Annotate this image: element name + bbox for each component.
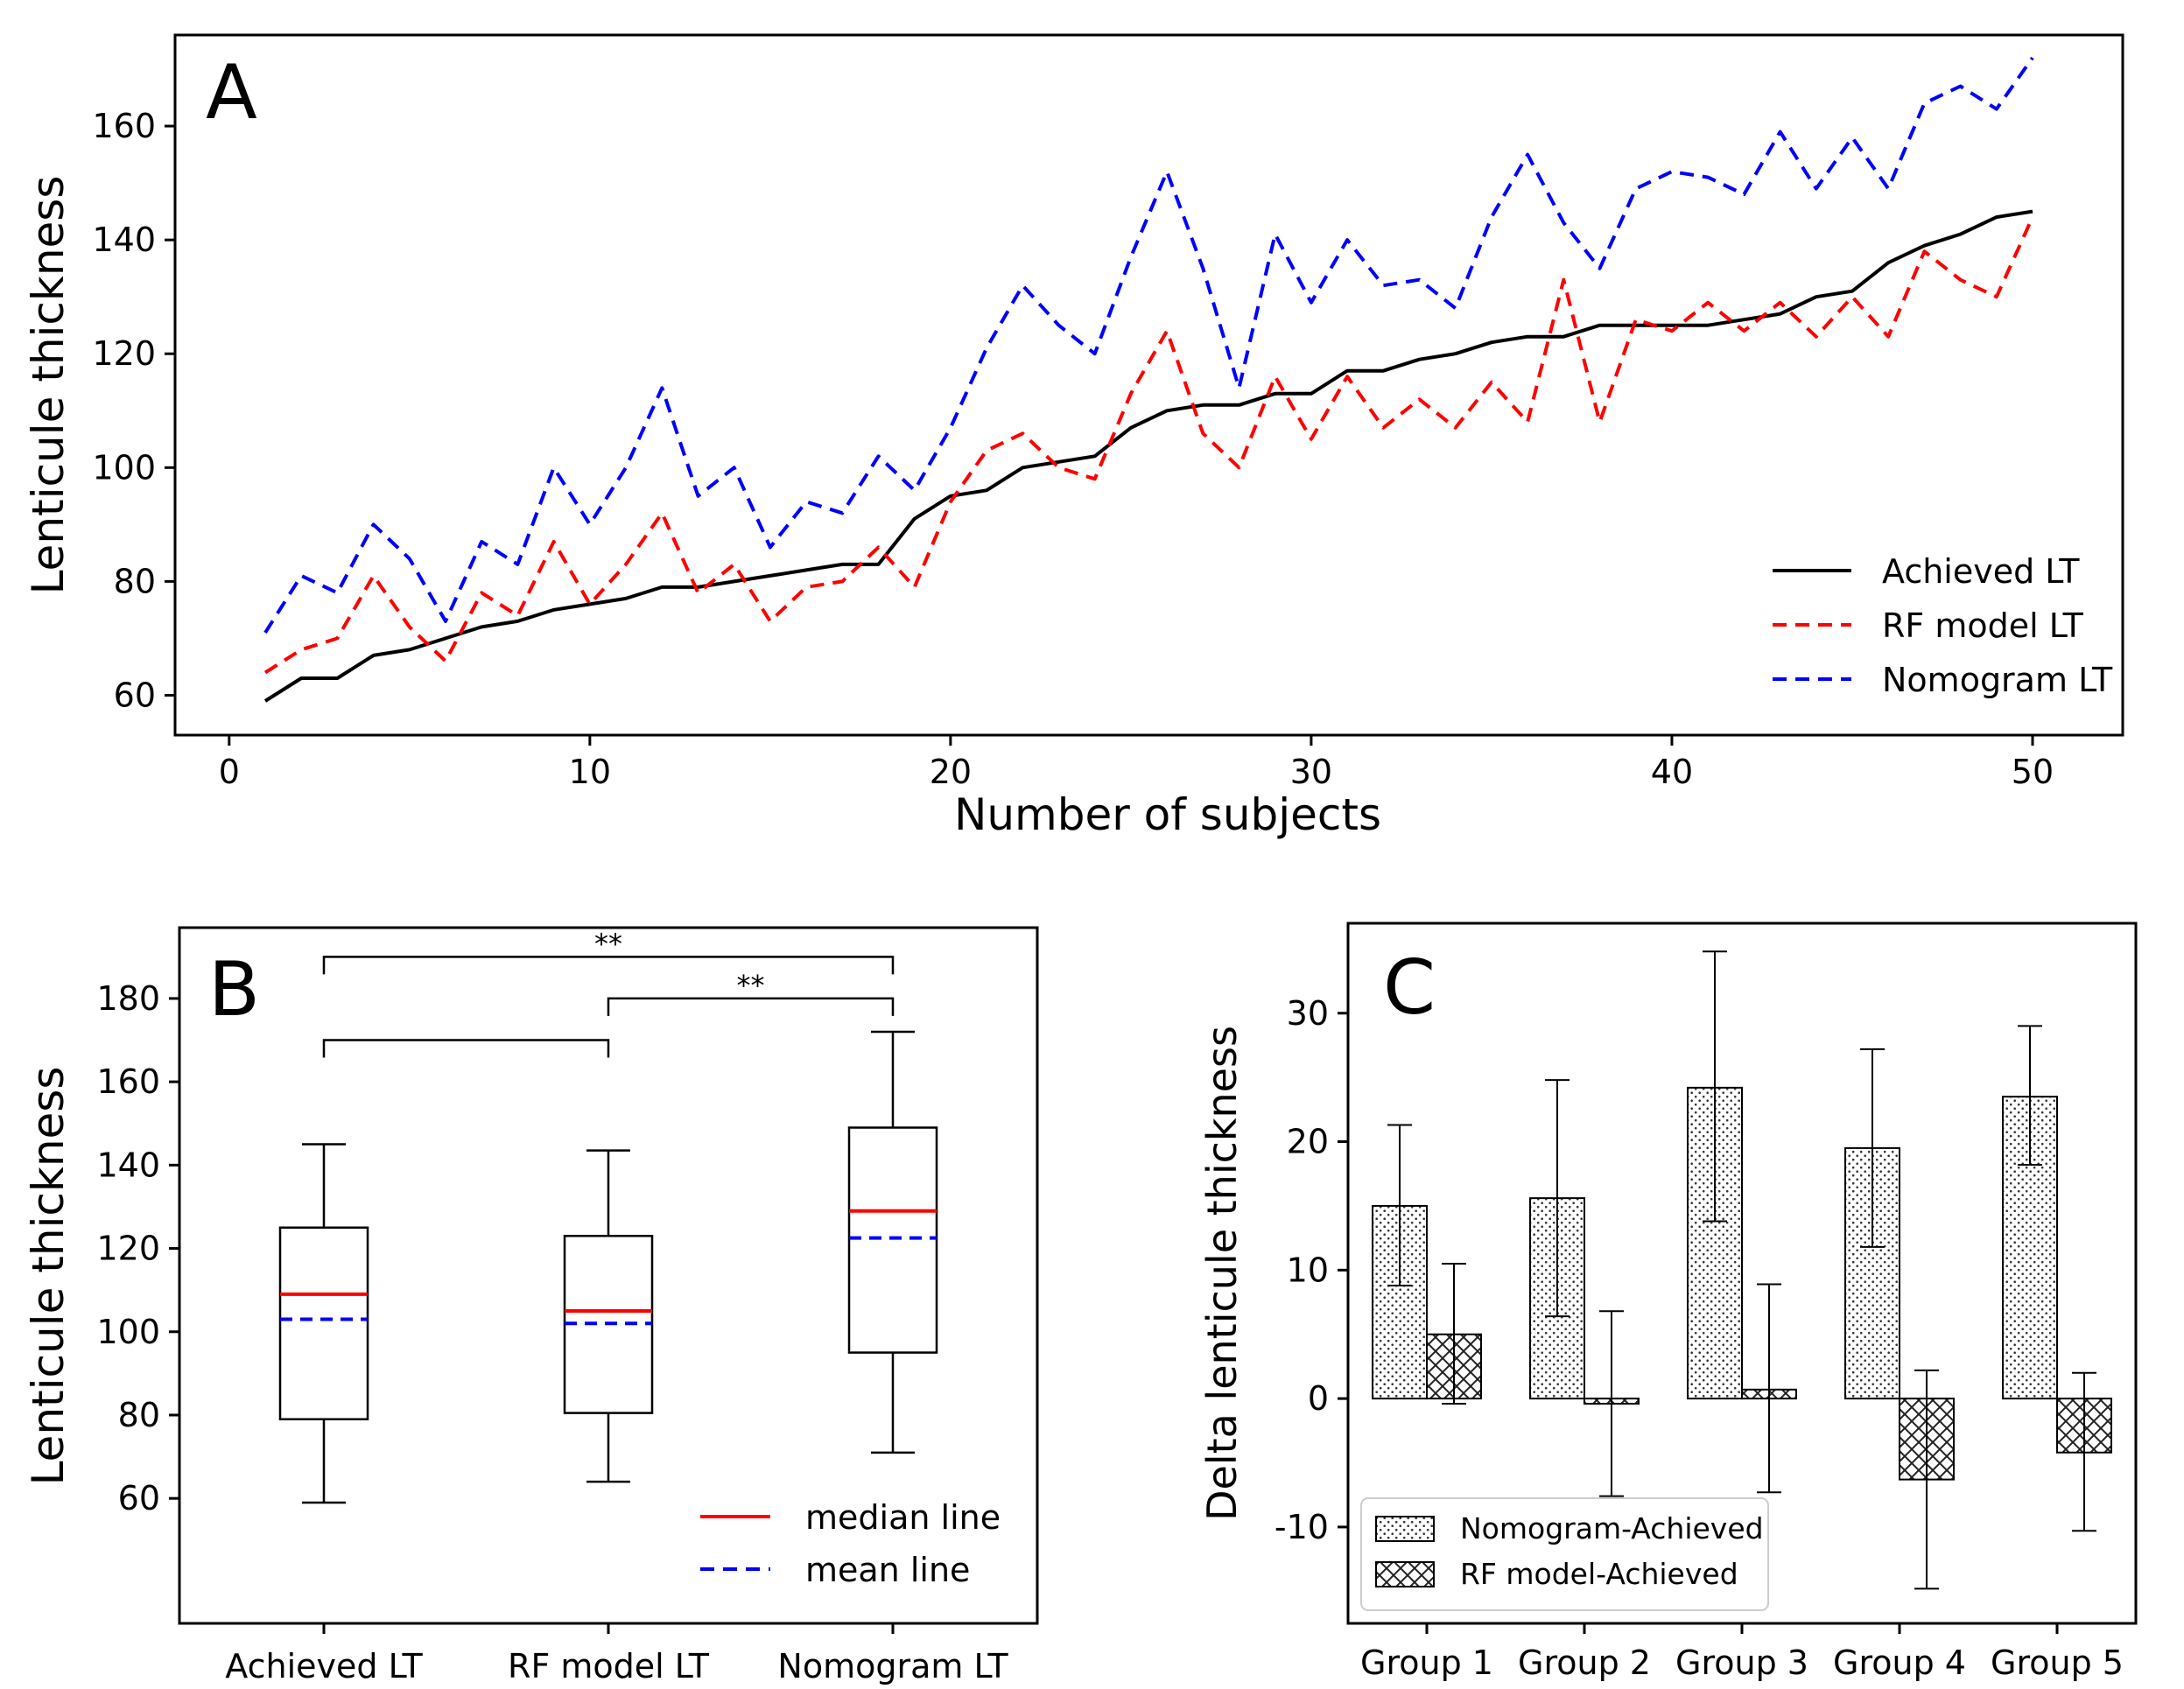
series-line-achieved	[263, 209, 2033, 703]
panel-a-series-lines	[263, 56, 2034, 703]
panel-c-letter: C	[1383, 944, 1436, 1032]
series-line-rf-model	[263, 216, 2034, 675]
y-tick-label: 140	[96, 1146, 160, 1184]
legend-swatch-rf-model-achieved	[1375, 1561, 1435, 1587]
x-tick-label: RF model LT	[508, 1647, 710, 1685]
y-tick-label: 60	[114, 676, 156, 714]
significance-label: **	[594, 927, 622, 960]
x-tick-label: Group 2	[1518, 1643, 1651, 1682]
panel-a-y-axis-label: Lenticule thickness	[23, 176, 74, 595]
x-tick-label: Group 5	[1991, 1643, 2124, 1682]
panel-a-line-chart: 0 10 20 30 40 50 60 80 100 120 140 160 A Number of …	[23, 33, 2124, 840]
panel-b-letter: B	[208, 946, 260, 1034]
panel-c-bars	[1372, 950, 2112, 1590]
y-tick-label: 160	[96, 1062, 160, 1101]
panel-a-x-axis-label: Number of subjects	[954, 789, 1381, 840]
significance-label: **	[737, 969, 765, 1002]
y-tick-label: 100	[92, 448, 156, 487]
x-tick-label: 20	[930, 753, 972, 791]
legend-label-nomogram: Nomogram LT	[1882, 661, 2113, 699]
box-iqr	[278, 1226, 369, 1420]
y-tick-label: 180	[96, 979, 160, 1018]
significance-bracket	[322, 1039, 610, 1058]
panel-c-y-axis-label: Delta lenticule thickness	[1198, 1026, 1246, 1521]
y-tick-label: 120	[96, 1230, 160, 1268]
panel-b-box-plot: 60 80 100 120 140 160 180 Achieved LT RF model L…	[23, 926, 1039, 1685]
y-tick-label: -10	[1275, 1508, 1329, 1546]
panel-c-legend: Nomogram-Achieved RF model-Achieved	[1360, 1497, 1769, 1611]
y-tick-label: 100	[96, 1313, 160, 1351]
x-tick-label: 50	[2012, 753, 2054, 791]
legend-label-mean-line: mean line	[805, 1551, 970, 1589]
legend-swatch-nomogram-achieved	[1375, 1516, 1435, 1542]
y-tick-label: 140	[92, 221, 156, 259]
panel-a-axis-ticks: 0 10 20 30 40 50 60 80 100 120 140 160	[92, 107, 2054, 791]
y-tick-label: 30	[1287, 994, 1329, 1033]
y-tick-label: 120	[92, 334, 156, 373]
panel-b-legend: median line mean line	[700, 1498, 1001, 1589]
legend-label-rf-model-achieved: RF model-Achieved	[1460, 1557, 1738, 1591]
box-iqr	[847, 1126, 938, 1354]
panel-a-letter: A	[206, 49, 257, 137]
panel-b-boxes	[278, 1030, 938, 1504]
y-tick-label: 0	[1308, 1379, 1329, 1418]
legend-label-achieved: Achieved LT	[1882, 552, 2080, 591]
panel-b-axis-ticks: 60 80 100 120 140 160 180 Achieved LT RF model L…	[96, 979, 1008, 1685]
significance-bracket	[322, 956, 895, 975]
panel-c-legend-frame	[1360, 1497, 1769, 1611]
panel-c-axis-ticks: -10 0 10 20 30 Group 1 Group 2 Group 3 Group 4 Gr…	[1275, 994, 2124, 1682]
x-tick-label: Group 4	[1833, 1643, 1966, 1682]
y-tick-label: 10	[1287, 1251, 1329, 1289]
legend-label-nomogram-achieved: Nomogram-Achieved	[1460, 1511, 1764, 1545]
x-tick-label: Achieved LT	[225, 1647, 423, 1685]
x-tick-label: 40	[1651, 753, 1693, 791]
y-tick-label: 80	[118, 1396, 160, 1434]
panel-c-bar-chart: -10 0 10 20 30 Group 1 Group 2 Group 3 Group 4 Gr…	[1198, 922, 2138, 1682]
panel-a-legend: Achieved LT RF model LT Nomogram LT	[1773, 552, 2113, 699]
panel-a-plot-frame	[173, 33, 2124, 737]
legend-label-rf-model: RF model LT	[1882, 606, 2084, 645]
significance-bracket	[607, 997, 895, 1016]
x-tick-label: 10	[569, 753, 611, 791]
x-tick-label: 0	[219, 753, 240, 791]
x-tick-label: Nomogram LT	[777, 1647, 1008, 1685]
x-tick-label: Group 3	[1675, 1643, 1808, 1682]
panel-b-y-axis-label: Lenticule thickness	[23, 1067, 74, 1486]
x-tick-label: Group 1	[1360, 1643, 1493, 1682]
y-tick-label: 160	[92, 107, 156, 145]
y-tick-label: 60	[118, 1479, 160, 1517]
legend-label-median-line: median line	[805, 1498, 1001, 1537]
series-line-nomogram	[263, 56, 2034, 634]
panel-b-significance-brackets: ** **	[322, 927, 895, 1058]
y-tick-label: 80	[114, 562, 156, 600]
y-tick-label: 20	[1287, 1123, 1329, 1161]
x-tick-label: 30	[1290, 753, 1332, 791]
